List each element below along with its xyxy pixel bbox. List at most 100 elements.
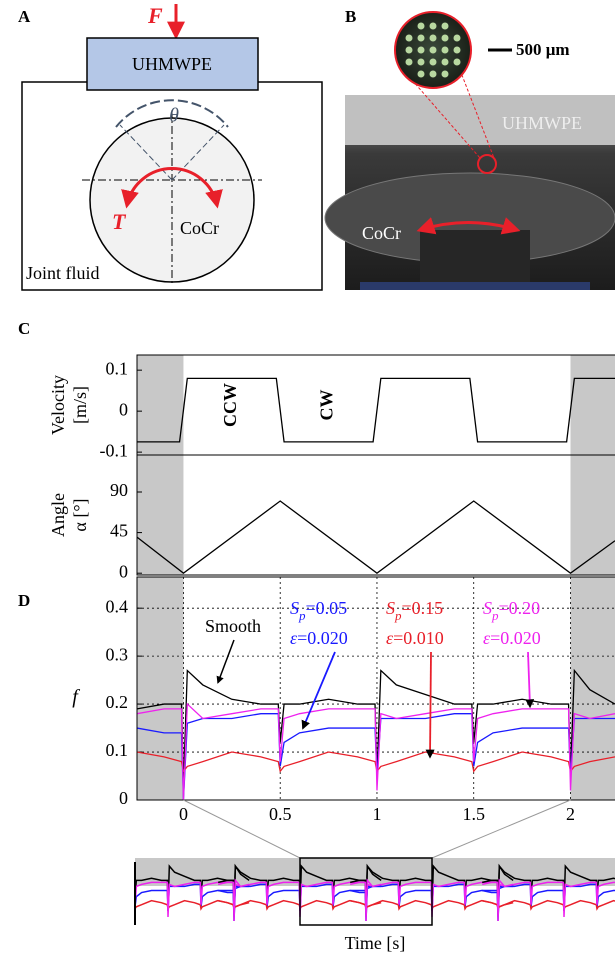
surface-texture: [405, 22, 461, 78]
y-tick-label: 0.4: [106, 596, 129, 616]
surface-dot: [441, 34, 449, 42]
annotation-part: =0.05: [306, 598, 348, 618]
uhmwpe-block: [86, 37, 259, 91]
surface-dot: [429, 58, 437, 66]
annotation-arrow: [301, 651, 336, 730]
surface-dot: [417, 70, 425, 78]
annotation-arrow: [425, 651, 435, 759]
annotation: Smooth: [205, 616, 261, 636]
overview-line: [481, 899, 615, 911]
annotation-arrow: [216, 639, 235, 684]
direction-label: CCW: [220, 383, 240, 427]
y-tick-label: 0.1: [106, 358, 129, 378]
annotation-part: =0.15: [402, 598, 444, 618]
plot-frame: [136, 354, 615, 456]
surface-dot: [441, 58, 449, 66]
photo-top-label: UHMWPE: [502, 113, 582, 133]
overview-line: [481, 878, 615, 922]
shaded-region: [570, 577, 615, 800]
angle-label: θ: [169, 105, 179, 127]
annotation: ε=0.020: [483, 628, 541, 648]
shaded-region: [137, 455, 184, 575]
zoom-line: [431, 799, 571, 859]
torque-label: T: [112, 209, 127, 234]
shaded-region: [570, 455, 615, 575]
x-tick-label: 0: [179, 804, 188, 824]
y-tick-label: 90: [110, 480, 128, 500]
shaded-region: [137, 355, 184, 455]
x-tick-label: 1.5: [462, 804, 485, 824]
surface-dot: [453, 46, 461, 54]
annotation-part: S: [290, 598, 299, 618]
shaded-region: [570, 355, 615, 455]
y-axis-label: Velocity: [48, 375, 68, 435]
surface-dot: [429, 70, 437, 78]
surface-dot: [441, 46, 449, 54]
photo-uhmwpe: [345, 95, 615, 145]
block-label: UHMWPE: [132, 54, 212, 74]
overview-line: [481, 883, 615, 922]
zoom-line: [411, 79, 481, 159]
y-tick-label: -0.1: [100, 440, 129, 460]
annotation-part: S: [386, 598, 395, 618]
overview-line: [135, 881, 250, 917]
surface-dot: [441, 70, 449, 78]
y-axis-label: α [°]: [70, 498, 90, 531]
surface-dot: [429, 22, 437, 30]
x-tick-label: 1: [372, 804, 381, 824]
y-tick-label: 0.2: [106, 692, 129, 712]
y-axis-label: [m/s]: [70, 386, 90, 424]
zoom-line: [459, 69, 495, 159]
panel-label: B: [345, 7, 356, 26]
annotation: Sp=0.20: [483, 598, 540, 623]
container: [21, 81, 323, 291]
fluid-label: Joint fluid: [26, 263, 100, 283]
surface-dot: [417, 34, 425, 42]
data-line: [137, 377, 615, 443]
photo-bottom-label: CoCr: [362, 223, 401, 243]
plot-frame: [136, 576, 615, 801]
panel-label: D: [18, 591, 30, 610]
overview: [135, 858, 615, 922]
data-line: [136, 702, 615, 801]
data-line: [136, 500, 615, 575]
y-tick-label: 0.3: [106, 644, 129, 664]
force-label: F: [147, 3, 163, 28]
x-tick-label: 2: [566, 804, 575, 824]
plot-frame: [136, 454, 615, 576]
zoom-line: [183, 799, 301, 859]
annotation-part: p: [298, 608, 306, 623]
photo-base: [360, 282, 590, 290]
annotation-arrow: [525, 651, 535, 709]
y-tick-label: 0: [119, 399, 128, 419]
surface-dot: [405, 46, 413, 54]
surface-dot: [417, 58, 425, 66]
y-tick-label: 0: [119, 788, 128, 808]
x-tick-label: 0.5: [269, 804, 292, 824]
angle-arc: [115, 99, 229, 128]
annotation-part: =0.20: [499, 598, 541, 618]
panel-label: A: [18, 7, 31, 26]
surface-dot: [429, 34, 437, 42]
surface-dot: [453, 58, 461, 66]
surface-dot: [405, 34, 413, 42]
surface-dot: [417, 46, 425, 54]
annotation: Sp=0.15: [386, 598, 443, 623]
surface-dot: [405, 58, 413, 66]
photo-stem: [420, 230, 530, 290]
y-tick-label: 45: [110, 521, 128, 541]
annotation-part: ε: [290, 628, 298, 648]
annotation: ε=0.020: [290, 628, 348, 648]
y-tick-label: 0: [119, 561, 128, 581]
x-axis-label: Time [s]: [345, 933, 406, 953]
annotation: ε=0.010: [386, 628, 444, 648]
ball-label: CoCr: [180, 218, 219, 238]
surface-dot: [441, 22, 449, 30]
panel-label: C: [18, 319, 30, 338]
annotation-part: p: [491, 608, 499, 623]
annotation-part: S: [483, 598, 492, 618]
annotation-part: =0.010: [393, 628, 444, 648]
y-axis-label: Angle: [48, 493, 68, 537]
